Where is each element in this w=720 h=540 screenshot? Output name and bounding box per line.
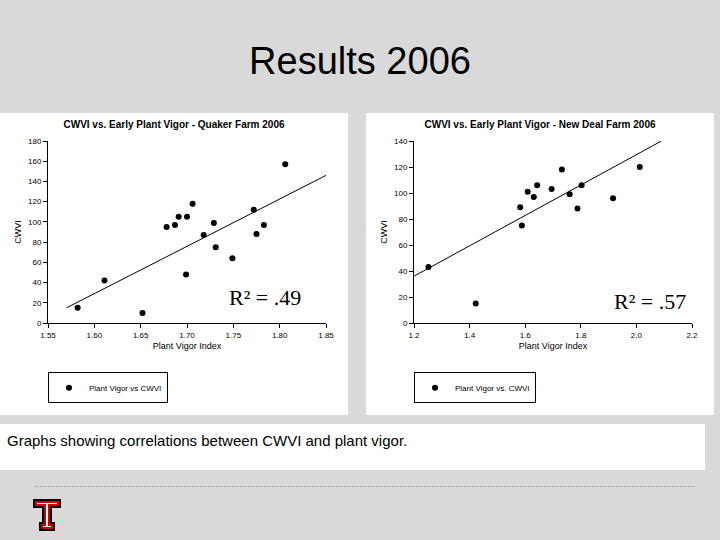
svg-text:1.4: 1.4 — [464, 331, 476, 340]
svg-text:140: 140 — [394, 137, 408, 146]
svg-text:2.0: 2.0 — [631, 331, 643, 340]
svg-text:1.70: 1.70 — [179, 331, 195, 340]
svg-text:1.60: 1.60 — [87, 331, 103, 340]
svg-text:CWVI vs. Early Plant Vigor - Q: CWVI vs. Early Plant Vigor - Quaker Farm… — [63, 119, 284, 130]
svg-text:CWVI: CWVI — [379, 220, 389, 244]
svg-text:1.75: 1.75 — [226, 331, 242, 340]
svg-text:R² = .49: R² = .49 — [229, 285, 301, 310]
svg-text:120: 120 — [28, 197, 42, 206]
svg-text:100: 100 — [394, 189, 408, 198]
svg-text:160: 160 — [28, 157, 42, 166]
svg-text:20: 20 — [398, 293, 407, 302]
svg-text:180: 180 — [28, 137, 42, 146]
svg-text:80: 80 — [398, 215, 407, 224]
svg-text:80: 80 — [32, 238, 41, 247]
svg-text:CWVI: CWVI — [13, 220, 23, 244]
svg-text:40: 40 — [32, 278, 41, 287]
svg-text:Plant Vigor vs. CWVI: Plant Vigor vs. CWVI — [455, 384, 530, 393]
html-text:Graphs showing correlations be: Graphs showing correlations between CWVI… — [7, 432, 408, 449]
svg-text:2.2: 2.2 — [686, 331, 698, 340]
svg-text:1.80: 1.80 — [272, 331, 288, 340]
svg-text:1.85: 1.85 — [318, 331, 334, 340]
svg-text:1.2: 1.2 — [408, 331, 420, 340]
svg-text:CWVI vs. Early Plant Vigor - N: CWVI vs. Early Plant Vigor - New Deal Fa… — [424, 119, 655, 130]
html-text:Results 2006: Results 2006 — [249, 40, 471, 82]
svg-text:Plant Vigor vs CWVI: Plant Vigor vs CWVI — [89, 384, 161, 393]
svg-text:120: 120 — [394, 163, 408, 172]
svg-text:Plant Vigor Index: Plant Vigor Index — [153, 341, 222, 351]
svg-text:40: 40 — [398, 267, 407, 276]
svg-text:20: 20 — [32, 299, 41, 308]
svg-text:0: 0 — [403, 319, 408, 328]
svg-text:60: 60 — [398, 241, 407, 250]
svg-text:140: 140 — [28, 177, 42, 186]
svg-text:1.8: 1.8 — [575, 331, 587, 340]
svg-text:60: 60 — [32, 258, 41, 267]
svg-text:1.6: 1.6 — [520, 331, 532, 340]
svg-text:1.55: 1.55 — [40, 331, 56, 340]
svg-text:Plant Vigor Index: Plant Vigor Index — [519, 341, 588, 351]
svg-text:R² = .57: R² = .57 — [614, 289, 686, 314]
svg-text:1.65: 1.65 — [133, 331, 149, 340]
svg-text:0: 0 — [37, 319, 42, 328]
svg-text:100: 100 — [28, 218, 42, 227]
